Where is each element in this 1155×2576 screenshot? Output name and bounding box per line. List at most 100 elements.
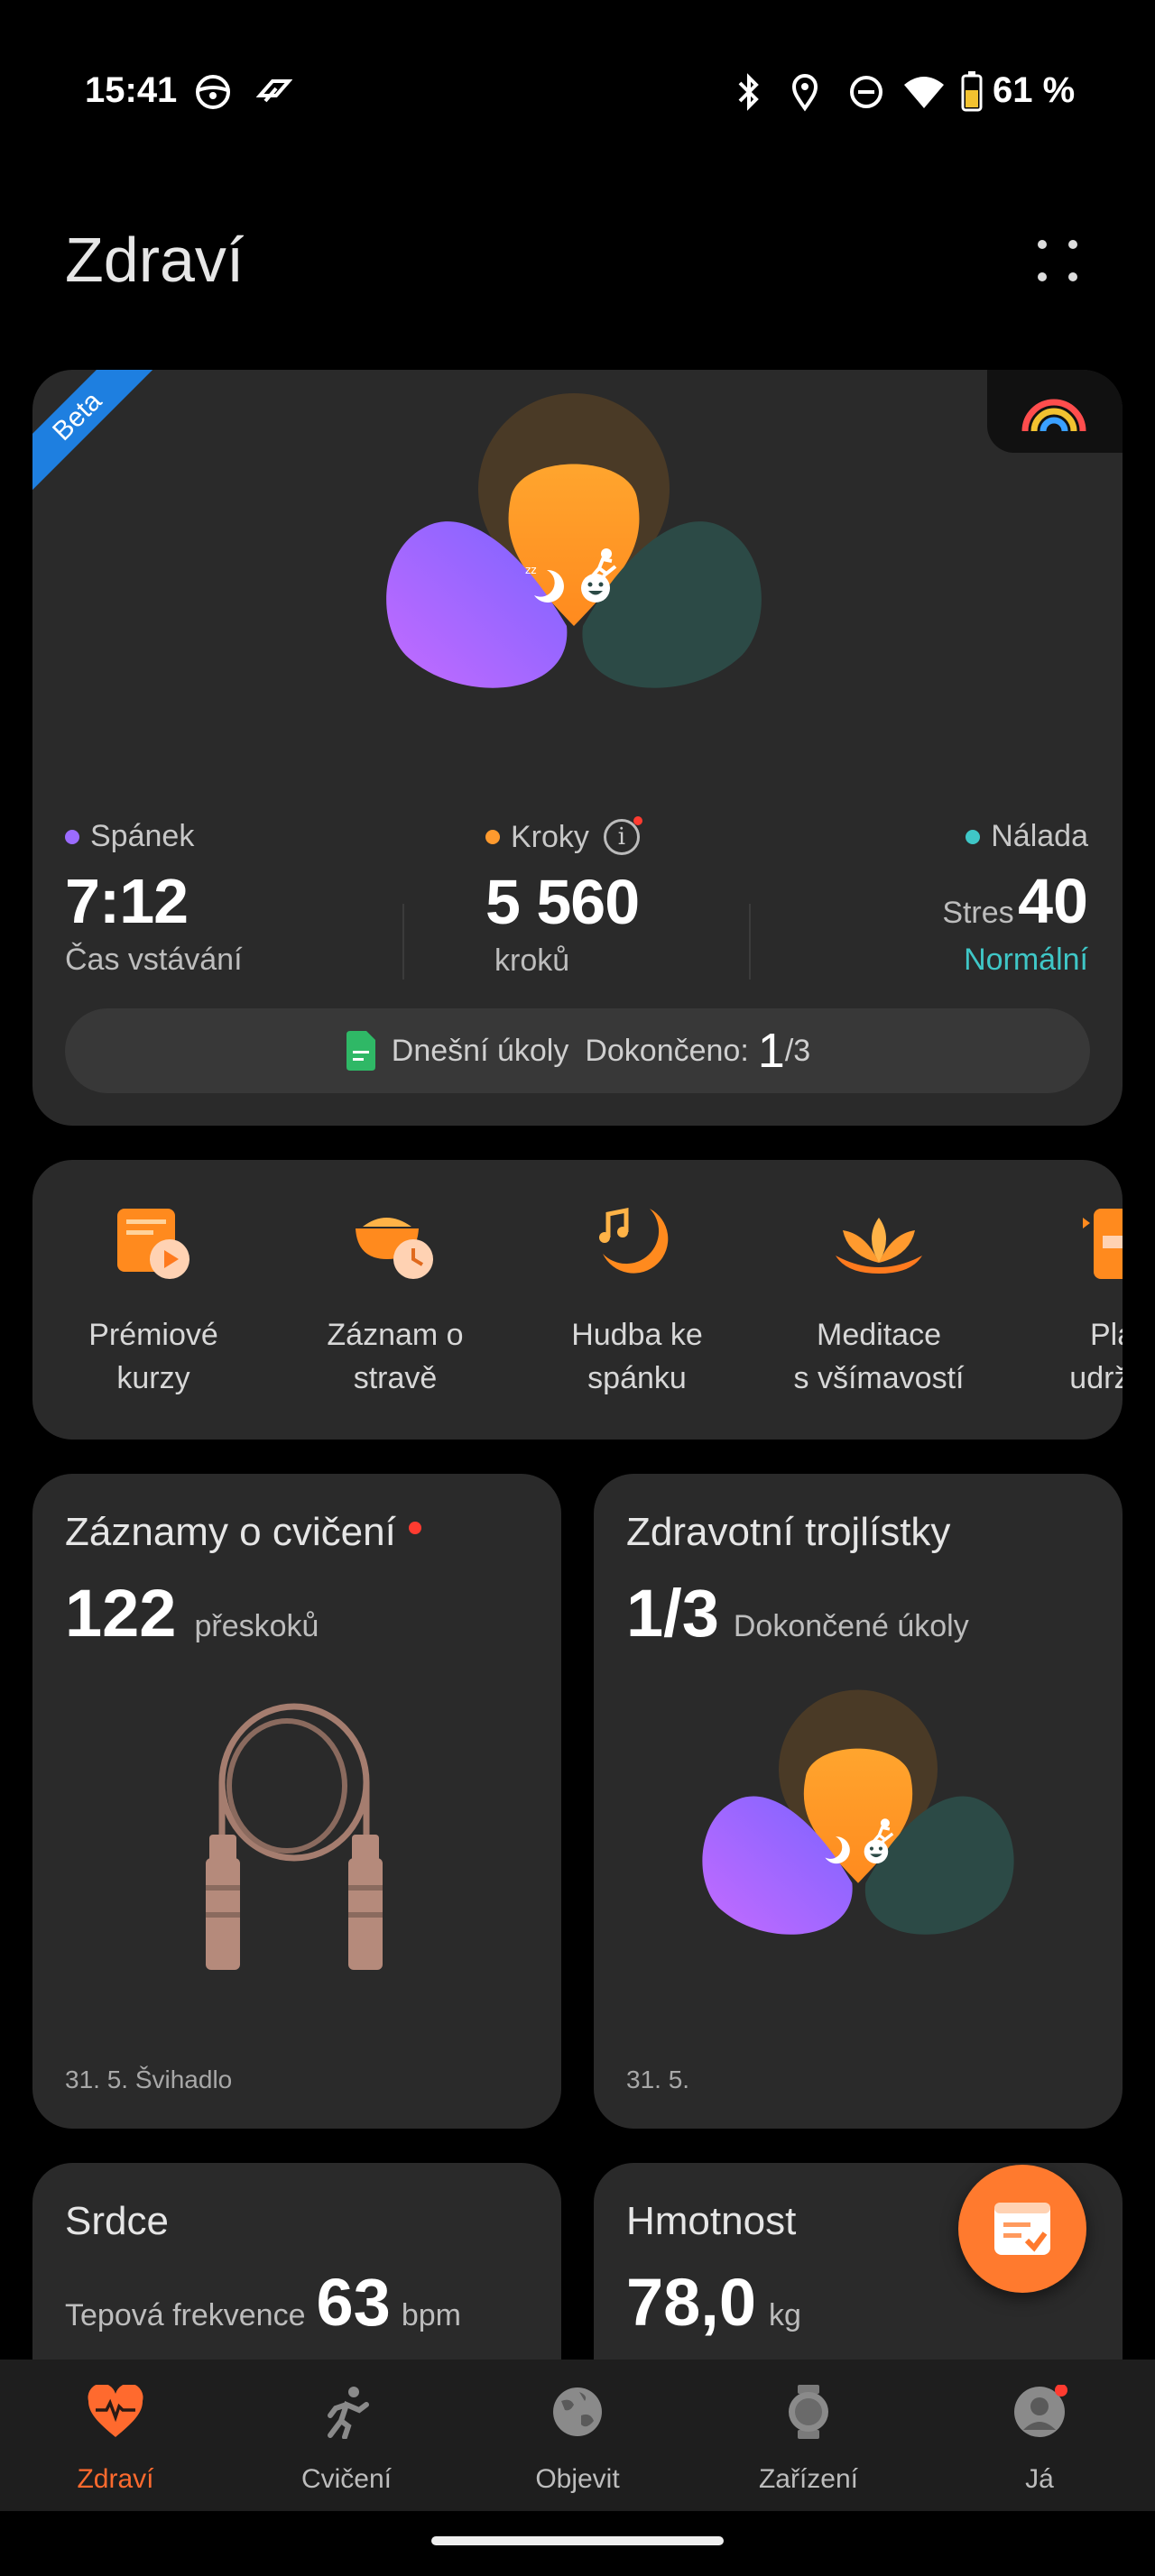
quick-action-label: stravě: [353, 1361, 438, 1395]
exercise-value: 122: [65, 1576, 177, 1651]
tab-me[interactable]: Já: [924, 2360, 1155, 2511]
dot-icon: [1038, 240, 1047, 249]
clover-title: Zdravotní trojlístky: [626, 1510, 951, 1554]
weight-value: 78,0: [626, 2265, 757, 2340]
quick-action-sleep-music[interactable]: Hudba ke spánku: [516, 1160, 758, 1440]
quick-action-label: Hudba ke: [571, 1318, 703, 1352]
moon-icon: zz: [525, 564, 564, 603]
exercise-footer: 31. 5. Švihadlo: [65, 2065, 233, 2093]
quick-action-label: s všímavostí: [793, 1361, 965, 1395]
plan-icon: [1083, 1209, 1123, 1279]
activity-rings-button[interactable]: [987, 370, 1123, 453]
watch-icon: [789, 2385, 828, 2439]
exercise-records-card[interactable]: Záznamy o cvičení 122 přeskoků 31. 5. Šv…: [32, 1474, 561, 2129]
mood-label: Nálada: [991, 819, 1088, 853]
food-log-icon: [356, 1218, 433, 1279]
stress-label: Stres: [942, 896, 1014, 930]
notification-dot: [408, 1522, 421, 1534]
svg-text:zz: zz: [525, 564, 537, 576]
add-record-fab[interactable]: [958, 2165, 1086, 2293]
weight-unit: kg: [769, 2298, 801, 2332]
avatar-icon: [1014, 2385, 1067, 2437]
heart-title: Srdce: [65, 2199, 169, 2243]
clover-unit: Dokončené úkoly: [733, 1609, 969, 1643]
steps-label: Kroky: [511, 819, 589, 854]
sleep-metric[interactable]: Spánek 7:12 Čas vstávání: [65, 819, 390, 978]
globe-icon: [553, 2387, 602, 2436]
tasks-done-label: Dokončeno:: [585, 1033, 749, 1068]
health-clover-chart: zz: [386, 393, 762, 688]
mood-dot: [966, 829, 981, 844]
tab-label: Objevit: [535, 2464, 620, 2494]
exercise-title: Záznamy o cvičení: [65, 1510, 396, 1554]
steps-caption: kroků: [494, 943, 570, 978]
more-options-button[interactable]: [1029, 233, 1092, 287]
sleep-label: Spánek: [90, 819, 195, 853]
quick-action-meditation[interactable]: Meditace s všímavostí: [758, 1160, 1000, 1440]
do-not-disturb-icon: [850, 76, 882, 108]
tab-label: Já: [1025, 2464, 1054, 2494]
quick-action-food[interactable]: Záznam o stravě: [274, 1160, 516, 1440]
smile-icon: [581, 574, 610, 603]
clover-value: 1/3: [626, 1576, 719, 1651]
quick-action-label: Plán: [1089, 1318, 1123, 1352]
dot-icon: [1038, 272, 1047, 281]
clover-footer: 31. 5.: [626, 2065, 690, 2093]
premium-course-icon: [117, 1209, 189, 1279]
home-indicator[interactable]: [431, 2536, 724, 2545]
bluetooth-icon: [738, 73, 759, 111]
lotus-icon: [836, 1218, 922, 1274]
quick-action-premium[interactable]: Prémiové kurzy: [32, 1160, 274, 1440]
tab-devices[interactable]: Zařízení: [693, 2360, 924, 2511]
clover-chart: [702, 1689, 1014, 1935]
tasks-label: Dnešní úkoly: [391, 1033, 569, 1068]
heart-value: 63: [316, 2265, 391, 2340]
battery-icon: [961, 71, 983, 112]
tab-health[interactable]: Zdraví: [0, 2360, 231, 2511]
health-summary-card[interactable]: Beta zz: [32, 370, 1123, 1126]
mood-petal: [582, 521, 762, 688]
dot-icon: [1068, 240, 1077, 249]
heart-label: Tepová frekvence: [65, 2298, 306, 2332]
document-icon: [346, 1031, 375, 1071]
page-title: Zdraví: [65, 225, 245, 295]
tab-label: Zdraví: [77, 2464, 154, 2494]
tab-exercise[interactable]: Cvičení: [231, 2360, 462, 2511]
heart-unit: bpm: [401, 2298, 461, 2332]
health-tag-icon: [256, 79, 292, 103]
steps-dot: [485, 830, 500, 844]
heart-pulse-icon: [88, 2385, 143, 2437]
wifi-icon: [904, 77, 944, 108]
quick-action-label: Záznam o: [327, 1318, 464, 1352]
jump-rope-icon: [206, 1703, 383, 1970]
location-icon: [791, 74, 818, 112]
stress-value: 40: [1018, 866, 1088, 936]
status-bar: 15:41 61 %: [0, 0, 1155, 189]
info-icon[interactable]: i: [603, 816, 642, 855]
quick-action-label: spánku: [587, 1361, 687, 1395]
steps-metric[interactable]: Kroky i 5 560 kroků: [485, 816, 756, 979]
mood-state: Normální: [964, 943, 1088, 977]
weight-title: Hmotnost: [626, 2199, 797, 2243]
exercise-unit: přeskoků: [194, 1609, 319, 1643]
quick-actions-card: Prémiové kurzy Záznam o stravě Hudba k: [32, 1160, 1123, 1440]
tasks-done-value: 1: [757, 1024, 785, 1078]
beta-ribbon: Beta: [32, 370, 162, 501]
status-time: 15:41: [85, 70, 178, 110]
sleep-petal: [386, 521, 568, 688]
daily-tasks-bar[interactable]: Dnešní úkoly Dokončeno: 1 /3: [65, 1008, 1090, 1093]
steps-value: 5 560: [485, 867, 640, 937]
mood-metric[interactable]: Nálada Stres 40 Normální: [799, 819, 1088, 978]
sleep-dot: [65, 829, 79, 844]
tab-discover[interactable]: Objevit: [462, 2360, 693, 2511]
health-clover-card[interactable]: Zdravotní trojlístky 1/3 Dokončené úkoly…: [594, 1474, 1123, 2129]
sleep-music-icon: [599, 1207, 669, 1274]
divider: [402, 904, 404, 980]
quick-action-plan[interactable]: Plán udržení: [1000, 1160, 1123, 1440]
sleep-value: 7:12: [65, 866, 189, 936]
activity-rings-icon: [1021, 399, 1086, 432]
bottom-tab-bar: Zdraví Cvičení Objevit Zařízení Já: [0, 2360, 1155, 2511]
tasks-total: /3: [784, 1033, 811, 1068]
quick-action-label: Meditace: [817, 1318, 941, 1352]
divider: [749, 904, 751, 980]
